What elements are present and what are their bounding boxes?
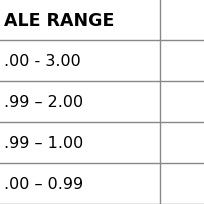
Text: .00 - 3.00: .00 - 3.00 bbox=[4, 54, 80, 69]
Text: .99 – 1.00: .99 – 1.00 bbox=[4, 135, 83, 150]
Text: .00 – 0.99: .00 – 0.99 bbox=[4, 176, 83, 191]
Text: .99 – 2.00: .99 – 2.00 bbox=[4, 94, 83, 110]
Text: ALE RANGE: ALE RANGE bbox=[4, 11, 114, 29]
